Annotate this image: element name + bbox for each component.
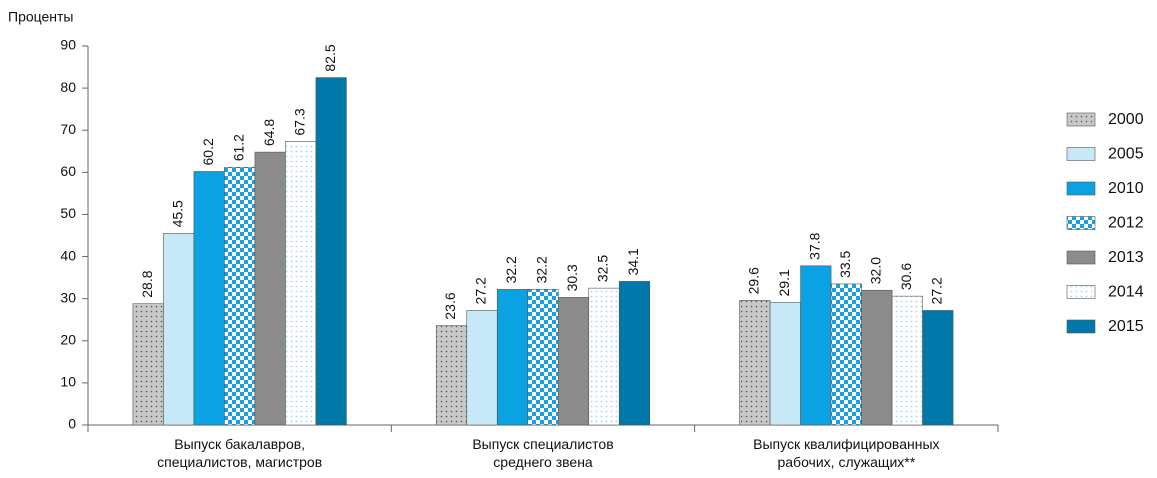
y-tick-label: 70 <box>60 121 76 137</box>
bar <box>224 166 256 426</box>
bar <box>769 302 801 426</box>
value-label: 32.0 <box>868 257 884 284</box>
value-label: 45.5 <box>169 200 185 227</box>
value-label: 27.2 <box>929 277 945 304</box>
bar <box>315 77 347 426</box>
bar <box>435 325 468 426</box>
bar <box>285 141 317 426</box>
legend-label: 2012 <box>1108 215 1144 232</box>
value-label: 82.5 <box>322 44 338 71</box>
bar <box>132 303 164 426</box>
bar <box>800 265 832 426</box>
legend-label: 2005 <box>1108 146 1144 163</box>
value-label: 32.2 <box>534 256 550 283</box>
bar <box>618 281 651 426</box>
bar <box>254 151 286 426</box>
legend-label: 2000 <box>1108 111 1144 128</box>
bar <box>739 300 771 426</box>
legend-swatch <box>1066 147 1096 161</box>
legend-swatch <box>1066 319 1096 334</box>
value-label: 28.8 <box>139 270 155 297</box>
value-label: 37.8 <box>807 232 823 259</box>
value-label: 30.3 <box>564 264 580 291</box>
bar <box>527 289 559 426</box>
value-label: 29.1 <box>776 269 792 296</box>
legend-label: 2010 <box>1108 180 1144 197</box>
legend-swatch <box>1066 112 1096 127</box>
x-tick-label: Выпуск специалистов среднего звена <box>472 436 613 470</box>
bar <box>588 287 620 426</box>
y-tick-label: 20 <box>60 331 76 347</box>
value-label: 23.6 <box>442 292 458 319</box>
y-tick-label: 30 <box>60 289 76 305</box>
value-label: 60.2 <box>200 138 216 165</box>
bar <box>466 310 498 426</box>
y-axis-label: Проценты <box>8 9 74 25</box>
legend-label: 2014 <box>1108 284 1144 301</box>
y-tick-label: 60 <box>60 163 76 179</box>
bar <box>496 289 529 426</box>
value-label: 64.8 <box>261 119 277 146</box>
legend-swatch <box>1066 285 1096 299</box>
value-label: 33.5 <box>837 250 853 277</box>
y-tick-label: 40 <box>60 247 76 263</box>
legend-swatch <box>1066 181 1096 196</box>
bar <box>891 295 923 426</box>
legend-swatch <box>1066 216 1096 230</box>
bar <box>193 171 225 426</box>
value-label: 67.3 <box>291 108 307 135</box>
legend-label: 2013 <box>1108 249 1144 266</box>
x-tick-label: Выпуск квалифицированных рабочих, служащи… <box>753 436 939 470</box>
y-tick-label: 0 <box>68 416 76 432</box>
value-label: 32.2 <box>503 256 519 283</box>
value-label: 34.1 <box>625 248 641 275</box>
y-tick-label: 50 <box>60 205 76 221</box>
legend-label: 2015 <box>1108 318 1144 335</box>
value-label: 29.6 <box>746 267 762 294</box>
y-tick-label: 10 <box>60 374 76 390</box>
legend-swatch <box>1066 250 1096 265</box>
x-tick-label: Выпуск бакалавров, специалистов, магистро… <box>157 436 322 470</box>
bar <box>861 289 893 426</box>
y-tick-label: 90 <box>60 37 76 53</box>
bar <box>830 283 862 426</box>
bar <box>922 310 954 426</box>
value-label: 32.5 <box>595 255 611 282</box>
value-label: 61.2 <box>230 134 246 161</box>
y-tick-label: 80 <box>60 79 76 95</box>
value-label: 30.6 <box>898 263 914 290</box>
bar <box>163 233 195 426</box>
bar <box>557 297 590 426</box>
value-label: 27.2 <box>473 277 489 304</box>
